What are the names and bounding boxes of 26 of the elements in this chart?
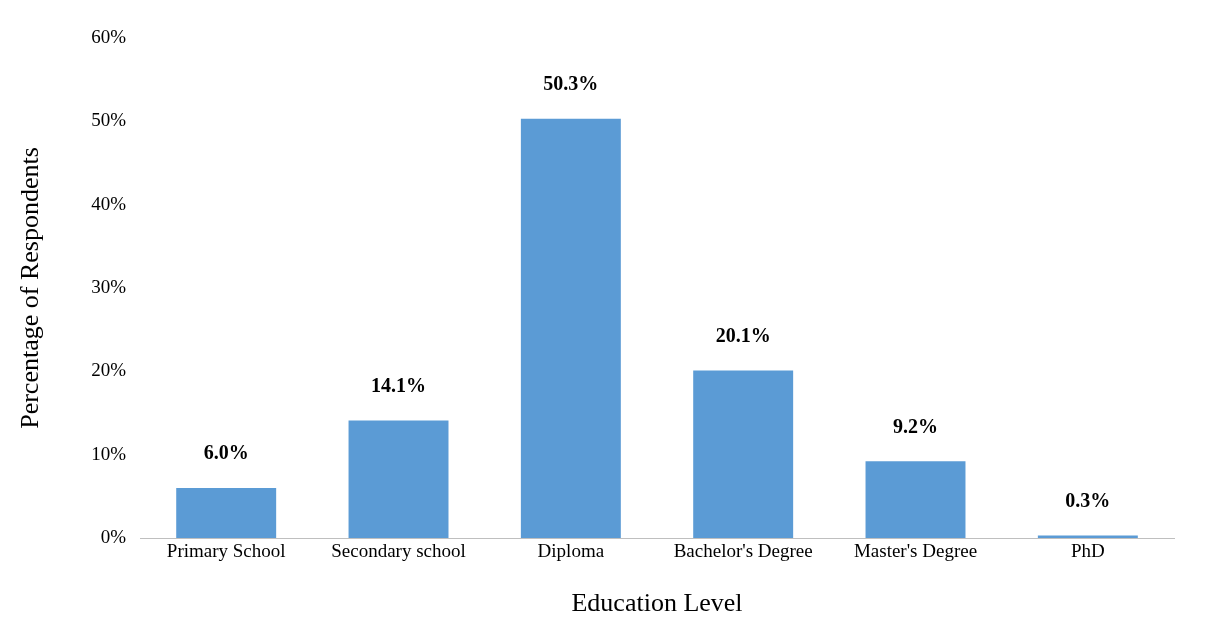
y-tick-label: 0% <box>100 525 127 547</box>
x-tick-label: Bachelor's Degree <box>673 540 813 562</box>
bar <box>693 370 794 538</box>
data-label: 14.1% <box>371 373 427 396</box>
data-label: 20.1% <box>715 323 771 346</box>
data-label: 50.3% <box>543 72 599 95</box>
x-tick-label: PhD <box>1070 540 1105 562</box>
bar <box>865 461 966 538</box>
y-tick-label: 50% <box>91 109 127 131</box>
y-tick-label: 60% <box>91 25 127 47</box>
x-axis-title: Education Level <box>571 588 743 618</box>
data-label: 9.2% <box>893 414 939 437</box>
y-axis-title: Percentage of Respondents <box>15 147 45 429</box>
data-label: 0.3% <box>1065 488 1111 511</box>
bar <box>176 488 277 538</box>
bar <box>520 118 621 538</box>
x-tick-label: Diploma <box>537 540 605 562</box>
y-tick-label: 20% <box>91 359 127 381</box>
x-tick-label: Primary School <box>166 540 286 562</box>
data-label: 6.0% <box>203 441 249 464</box>
bar <box>348 420 449 538</box>
x-tick-label: Master's Degree <box>853 540 978 562</box>
y-tick-label: 40% <box>91 192 127 214</box>
y-tick-label: 30% <box>91 275 127 297</box>
y-tick-label: 10% <box>91 442 127 464</box>
x-tick-label: Secondary school <box>331 540 466 562</box>
